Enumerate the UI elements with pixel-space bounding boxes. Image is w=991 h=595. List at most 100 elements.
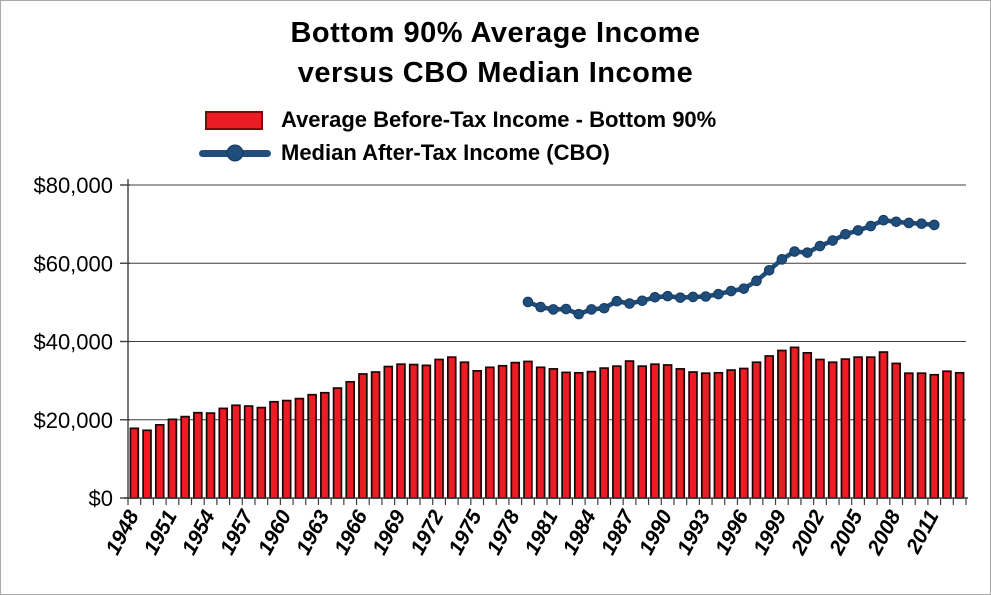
bar-1959 [269, 400, 279, 499]
line-marker-2005 [852, 225, 864, 236]
line-marker-1993 [700, 291, 712, 302]
y-tick-label: $40,000 [33, 330, 113, 355]
bar-1963 [320, 391, 330, 499]
y-tick-label: $80,000 [33, 173, 113, 198]
bar-series [129, 346, 965, 499]
bar-1969 [396, 363, 406, 499]
bar-2012 [942, 370, 952, 499]
legend-label-line: Median After-Tax Income (CBO) [281, 140, 610, 165]
bar-1993 [700, 372, 711, 499]
bar-1990 [662, 364, 673, 499]
legend-label-bars: Average Before-Tax Income - Bottom 90% [281, 107, 717, 132]
line-marker-1984 [586, 304, 597, 315]
line-marker-2006 [865, 220, 877, 232]
bar-2004 [840, 358, 851, 499]
line-marker-1983 [573, 308, 585, 320]
bar-1981 [548, 368, 559, 499]
line-marker-2004 [840, 228, 851, 240]
line-marker-1989 [649, 291, 661, 303]
chart-title-line2: versus CBO Median Income [297, 57, 694, 89]
x-tick-label-1954: 1954 [178, 506, 220, 558]
bar-2001 [802, 351, 813, 499]
line-marker-1992 [687, 291, 699, 303]
bar-1968 [383, 365, 394, 499]
bar-2008 [891, 362, 901, 499]
bar-1958 [256, 406, 267, 499]
x-tick-label-1966: 1966 [330, 506, 372, 558]
bar-2011 [929, 373, 940, 499]
bar-1950 [154, 423, 165, 499]
line-marker-1985 [598, 302, 610, 314]
x-tick-label-1978: 1978 [482, 506, 524, 558]
bar-1998 [764, 355, 774, 499]
bar-1992 [688, 371, 698, 499]
bar-1964 [332, 387, 343, 499]
line-marker-1998 [763, 264, 775, 276]
x-tick-label-2005: 2005 [825, 506, 868, 559]
bar-1966 [358, 373, 368, 499]
y-axis: $0 $20,000 $40,000 $60,000 $80,000 [33, 173, 130, 511]
line-marker-1991 [675, 292, 686, 303]
bar-1985 [599, 367, 609, 499]
bar-1982 [561, 371, 571, 499]
bar-1962 [307, 393, 317, 499]
line-marker-2003 [827, 235, 838, 246]
bar-1953 [193, 411, 203, 499]
bar-1984 [586, 370, 597, 499]
bar-1965 [345, 380, 355, 499]
line-marker-2009 [903, 217, 915, 229]
x-tick-label-1975: 1975 [444, 506, 486, 558]
bar-1970 [408, 363, 419, 499]
line-marker-2007 [878, 214, 889, 226]
bar-1948 [129, 427, 140, 499]
bar-1986 [612, 365, 622, 499]
line-marker-1979 [522, 296, 534, 308]
x-tick-label-1981: 1981 [521, 507, 563, 559]
bar-1994 [713, 371, 724, 499]
bar-2002 [815, 358, 825, 499]
line-marker-1982 [560, 303, 572, 315]
line-marker-icon [226, 144, 244, 162]
bar-1976 [485, 366, 495, 499]
bar-1974 [459, 361, 470, 499]
x-tick-label-1984: 1984 [559, 506, 601, 558]
line-marker-1990 [662, 290, 673, 302]
bar-series-swatch-icon [205, 110, 263, 130]
bar-1951 [167, 418, 178, 499]
bar-1989 [650, 363, 660, 499]
x-tick-label-1957: 1957 [216, 505, 259, 558]
bar-2006 [865, 356, 876, 499]
bar-1995 [726, 369, 736, 499]
bar-1991 [675, 368, 686, 499]
x-tick-label-1963: 1963 [292, 506, 334, 558]
gridlines [128, 184, 966, 421]
x-tick-label-1951: 1951 [140, 507, 182, 559]
line-marker-1995 [725, 285, 737, 297]
bar-1975 [472, 369, 482, 499]
line-marker-1988 [636, 295, 648, 307]
y-tick-label: $0 [89, 486, 113, 511]
bar-2000 [789, 346, 800, 499]
line-marker-1994 [713, 288, 724, 300]
bar-1967 [370, 371, 381, 499]
x-tick-label-1969: 1969 [368, 506, 410, 558]
line-series [522, 214, 940, 320]
bar-1957 [243, 405, 254, 499]
bar-1971 [421, 364, 432, 499]
bar-2005 [853, 356, 863, 499]
line-marker-1986 [611, 295, 623, 307]
line-marker-2002 [814, 240, 826, 252]
line-marker-1980 [535, 301, 546, 313]
line-marker-2001 [801, 247, 813, 258]
y-tick-label: $20,000 [33, 408, 113, 433]
bar-1949 [142, 429, 152, 499]
bar-1972 [434, 358, 444, 499]
bar-2013 [954, 371, 965, 499]
bar-1996 [739, 367, 749, 499]
chart-title: Bottom 90% Average Income versus CBO Med… [1, 13, 990, 93]
bar-1955 [218, 407, 229, 499]
x-tick-label-2002: 2002 [787, 506, 830, 559]
legend-item-bars: Average Before-Tax Income - Bottom 90% [199, 107, 716, 133]
bar-2009 [904, 372, 914, 499]
